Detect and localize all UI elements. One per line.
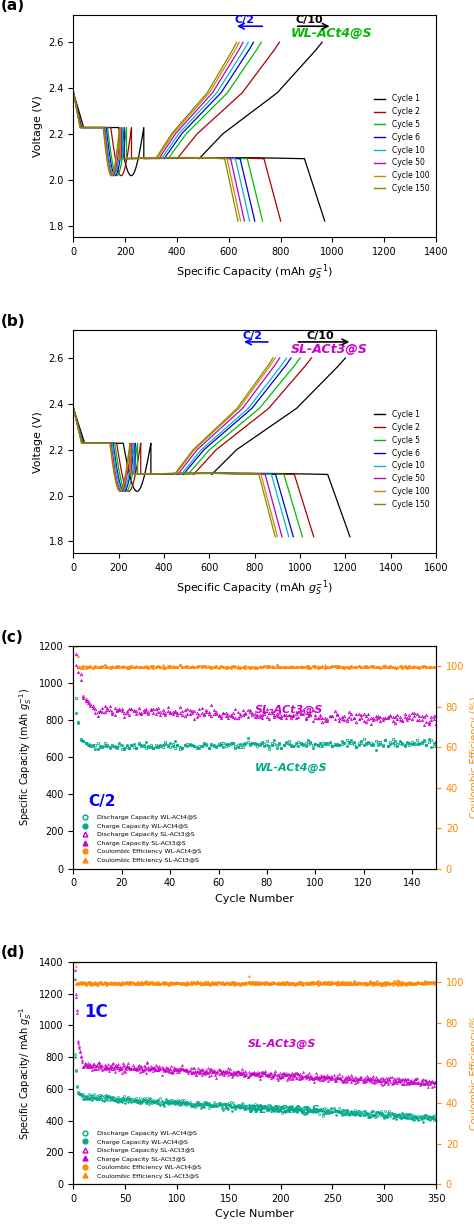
Legend: Discharge Capacity WL-ACt4@S, Charge Capacity WL-ACt4@S, Discharge Capacity SL-A: Discharge Capacity WL-ACt4@S, Charge Cap… [77, 1129, 203, 1181]
Y-axis label: Coulombic Efficiency (%): Coulombic Efficiency (%) [470, 697, 474, 819]
Y-axis label: Specific Capacity/ mAh $g_S^{-1}$: Specific Capacity/ mAh $g_S^{-1}$ [17, 1006, 34, 1140]
Y-axis label: Coulombic Efficiency/%: Coulombic Efficiency/% [470, 1016, 474, 1130]
X-axis label: Specific Capacity (mAh $g_S^{-1}$): Specific Capacity (mAh $g_S^{-1}$) [176, 262, 333, 282]
Legend: Cycle 1, Cycle 2, Cycle 5, Cycle 6, Cycle 10, Cycle 50, Cycle 100, Cycle 150: Cycle 1, Cycle 2, Cycle 5, Cycle 6, Cycl… [371, 91, 432, 196]
Text: (b): (b) [1, 314, 26, 329]
Y-axis label: Voltage (V): Voltage (V) [33, 95, 43, 156]
Text: C/10: C/10 [307, 331, 334, 341]
X-axis label: Cycle Number: Cycle Number [215, 1210, 294, 1220]
Text: C/2: C/2 [88, 794, 116, 809]
Y-axis label: Voltage (V): Voltage (V) [33, 411, 43, 473]
Text: WL-ACt4@S: WL-ACt4@S [255, 763, 328, 773]
Legend: Discharge Capacity WL-ACt4@S, Charge Capacity WL-ACt4@S, Discharge Capacity SL-A: Discharge Capacity WL-ACt4@S, Charge Cap… [77, 812, 203, 865]
Text: SL-ACt3@S: SL-ACt3@S [247, 1039, 316, 1049]
Text: (a): (a) [1, 0, 25, 14]
Text: C/10: C/10 [295, 15, 323, 25]
Text: SL-ACt3@S: SL-ACt3@S [255, 705, 323, 715]
Text: (d): (d) [1, 945, 26, 960]
Text: C/2: C/2 [243, 331, 263, 341]
X-axis label: Specific Capacity (mAh $g_S^{-1}$): Specific Capacity (mAh $g_S^{-1}$) [176, 579, 333, 598]
Text: (c): (c) [1, 630, 24, 645]
Text: WL-ACt4@S: WL-ACt4@S [247, 1105, 320, 1115]
Legend: Cycle 1, Cycle 2, Cycle 5, Cycle 6, Cycle 10, Cycle 50, Cycle 100, Cycle 150: Cycle 1, Cycle 2, Cycle 5, Cycle 6, Cycl… [371, 407, 432, 512]
Text: 1C: 1C [84, 1003, 108, 1022]
X-axis label: Cycle Number: Cycle Number [215, 894, 294, 904]
Y-axis label: Specific Capacity (mAh $g_S^{-1}$): Specific Capacity (mAh $g_S^{-1}$) [17, 688, 34, 826]
Text: C/2: C/2 [235, 15, 255, 25]
Text: SL-ACt3@S: SL-ACt3@S [291, 342, 368, 356]
Text: WL-ACt4@S: WL-ACt4@S [291, 27, 373, 39]
